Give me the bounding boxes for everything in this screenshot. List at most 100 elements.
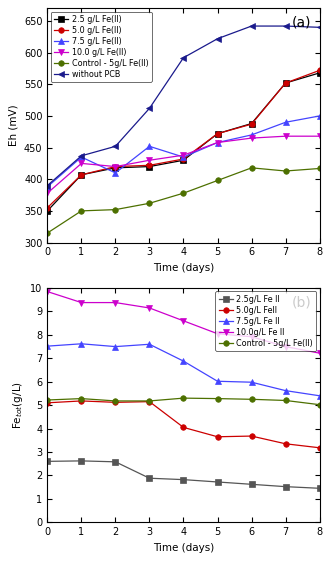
- 5.0 g/L Fe(II): [45, 204, 49, 211]
- Line: without PCB: without PCB: [44, 22, 323, 189]
- 2.5 g/L Fe(II): [181, 157, 185, 164]
- 10.0g/L Fe II: [79, 299, 83, 306]
- 5.0 g/L Fe(II): [215, 130, 219, 137]
- Line: 5.0 g/L Fe(II): 5.0 g/L Fe(II): [45, 67, 322, 210]
- 7.5 g/L Fe(II): [45, 183, 49, 190]
- Control - 5g/L Fe(II): [79, 208, 83, 214]
- 2.5 g/L Fe(II): [79, 172, 83, 178]
- without PCB: [250, 22, 254, 29]
- 10.0 g/L Fe(II): [318, 133, 322, 140]
- Control - 5g/L Fe(II): [181, 190, 185, 196]
- 7.5g/L Fe II: [79, 341, 83, 347]
- 10.0 g/L Fe(II): [79, 160, 83, 167]
- 5.0g/L FeII: [181, 424, 185, 431]
- Line: 10.0g/L Fe II: 10.0g/L Fe II: [44, 288, 323, 357]
- Line: Control - 5g/L Fe(II): Control - 5g/L Fe(II): [45, 165, 322, 236]
- Text: (b): (b): [292, 295, 311, 309]
- 7.5g/L Fe II: [148, 341, 152, 348]
- 10.0 g/L Fe(II): [215, 139, 219, 146]
- without PCB: [181, 54, 185, 61]
- 7.5g/L Fe II: [318, 392, 322, 399]
- 10.0g/L Fe II: [181, 318, 185, 324]
- 10.0g/L Fe II: [148, 305, 152, 311]
- 5.0 g/L Fe(II): [284, 80, 288, 86]
- 7.5 g/L Fe(II): [250, 132, 254, 139]
- Line: 2.5g/L Fe II: 2.5g/L Fe II: [45, 458, 322, 491]
- 2.5 g/L Fe(II): [250, 120, 254, 127]
- 2.5g/L Fe II: [250, 481, 254, 488]
- without PCB: [318, 24, 322, 31]
- 2.5g/L Fe II: [318, 485, 322, 491]
- Y-axis label: Fe$_{tot}$(g/L): Fe$_{tot}$(g/L): [11, 381, 25, 429]
- 7.5g/L Fe II: [250, 379, 254, 385]
- X-axis label: Time (days): Time (days): [153, 542, 214, 553]
- 2.5 g/L Fe(II): [284, 80, 288, 86]
- Legend: 2.5 g/L Fe(II), 5.0 g/L Fe(II), 7.5 g/L Fe(II), 10.0 g/L Fe(II), Control - 5g/L : 2.5 g/L Fe(II), 5.0 g/L Fe(II), 7.5 g/L …: [51, 12, 152, 82]
- Control - 5g/L Fe(II): [284, 168, 288, 174]
- 10.0g/L Fe II: [318, 350, 322, 357]
- Control - 5g/L Fe(II): [45, 229, 49, 236]
- 7.5 g/L Fe(II): [148, 143, 152, 150]
- 10.0 g/L Fe(II): [148, 157, 152, 164]
- Control - 5g/L Fe(II): [215, 396, 219, 402]
- 2.5g/L Fe II: [79, 458, 83, 465]
- Y-axis label: Eh (mV): Eh (mV): [8, 104, 18, 146]
- 2.5g/L Fe II: [45, 458, 49, 465]
- 2.5 g/L Fe(II): [45, 208, 49, 214]
- 2.5g/L Fe II: [181, 476, 185, 483]
- 10.0 g/L Fe(II): [181, 152, 185, 159]
- 10.0g/L Fe II: [114, 299, 118, 306]
- 2.5 g/L Fe(II): [114, 164, 118, 171]
- 5.0g/L FeII: [215, 434, 219, 440]
- Control - 5g/L Fe(II): [215, 177, 219, 184]
- 5.0 g/L Fe(II): [318, 67, 322, 73]
- Control - 5g/L Fe(II): [318, 165, 322, 172]
- without PCB: [148, 105, 152, 112]
- Control - 5g/L Fe(II): [148, 200, 152, 206]
- Control - 5g/L Fe(II): [284, 397, 288, 404]
- 7.5 g/L Fe(II): [284, 119, 288, 126]
- X-axis label: Time (days): Time (days): [153, 263, 214, 273]
- 7.5 g/L Fe(II): [215, 139, 219, 146]
- Control - 5g/L Fe(II): [45, 397, 49, 403]
- Line: 5.0g/L FeII: 5.0g/L FeII: [45, 398, 322, 450]
- Control - 5g/L Fe(II): [181, 395, 185, 402]
- Control - 5g/L Fe(II): [250, 396, 254, 403]
- without PCB: [215, 35, 219, 42]
- 10.0g/L Fe II: [215, 330, 219, 337]
- 10.0g/L Fe II: [250, 333, 254, 340]
- without PCB: [114, 143, 118, 150]
- Line: 10.0 g/L Fe(II): 10.0 g/L Fe(II): [44, 133, 323, 196]
- 7.5 g/L Fe(II): [318, 113, 322, 119]
- 7.5g/L Fe II: [45, 343, 49, 350]
- 5.0 g/L Fe(II): [181, 155, 185, 162]
- Line: 2.5 g/L Fe(II): 2.5 g/L Fe(II): [45, 70, 322, 214]
- 5.0g/L FeII: [250, 433, 254, 439]
- 2.5 g/L Fe(II): [215, 130, 219, 137]
- 7.5g/L Fe II: [181, 358, 185, 365]
- Text: (a): (a): [292, 15, 311, 29]
- 7.5g/L Fe II: [114, 343, 118, 350]
- 10.0 g/L Fe(II): [114, 163, 118, 170]
- Control - 5g/L Fe(II): [318, 401, 322, 408]
- Control - 5g/L Fe(II): [148, 398, 152, 404]
- 10.0 g/L Fe(II): [250, 135, 254, 141]
- 2.5g/L Fe II: [148, 475, 152, 481]
- 5.0 g/L Fe(II): [250, 121, 254, 127]
- 2.5 g/L Fe(II): [318, 70, 322, 76]
- 7.5g/L Fe II: [215, 378, 219, 385]
- 5.0g/L FeII: [79, 398, 83, 404]
- Control - 5g/L Fe(II): [79, 396, 83, 402]
- 7.5g/L Fe II: [284, 387, 288, 394]
- 10.0 g/L Fe(II): [284, 133, 288, 140]
- 2.5g/L Fe II: [114, 458, 118, 465]
- 5.0 g/L Fe(II): [114, 163, 118, 170]
- 5.0 g/L Fe(II): [148, 162, 152, 169]
- 5.0g/L FeII: [284, 440, 288, 447]
- 7.5 g/L Fe(II): [79, 154, 83, 160]
- Line: Control - 5g/L Fe(II): Control - 5g/L Fe(II): [45, 396, 322, 407]
- 5.0g/L FeII: [148, 398, 152, 405]
- without PCB: [79, 153, 83, 159]
- 5.0g/L FeII: [45, 399, 49, 406]
- Control - 5g/L Fe(II): [114, 206, 118, 213]
